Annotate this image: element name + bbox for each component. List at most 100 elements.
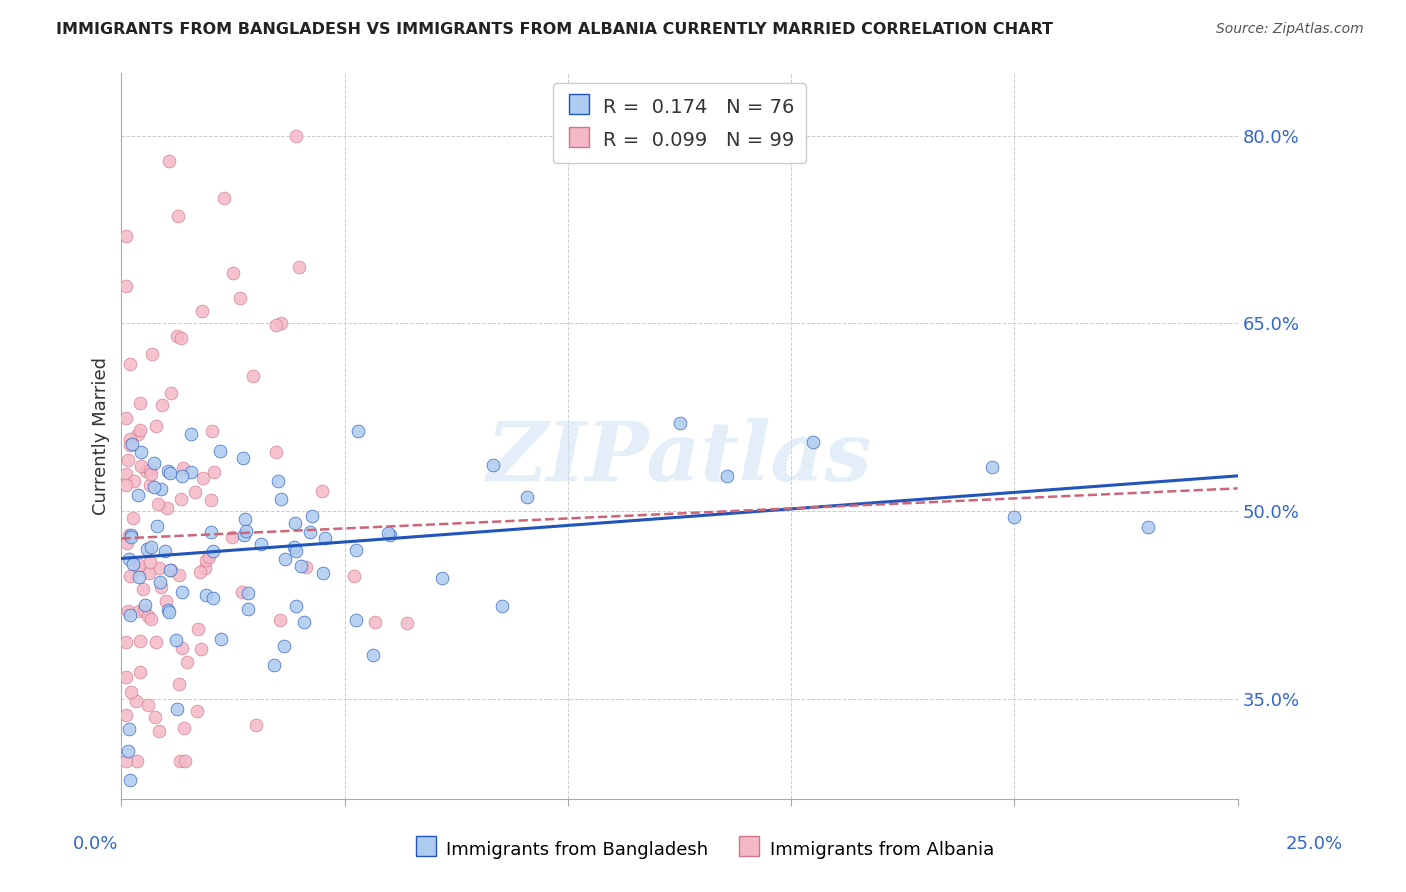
Point: [127, 754, 149, 768]
Point: [128, 665, 150, 680]
Legend: R =  0.174   N = 76, R =  0.099   N = 99: R = 0.174 N = 76, R = 0.099 N = 99: [553, 83, 806, 163]
Text: IMMIGRANTS FROM BANGLADESH VS IMMIGRANTS FROM ALBANIA CURRENTLY MARRIED CORRELAT: IMMIGRANTS FROM BANGLADESH VS IMMIGRANTS…: [56, 22, 1053, 37]
Point: [301, 508, 323, 523]
Point: [311, 484, 333, 499]
Point: [263, 658, 285, 673]
Point: [127, 426, 149, 441]
Point: [172, 585, 194, 599]
Point: [122, 474, 145, 488]
Point: [139, 462, 162, 476]
Point: [238, 602, 260, 616]
Point: [283, 541, 305, 555]
Point: [273, 552, 295, 566]
Point: [347, 424, 370, 438]
Point: [172, 640, 194, 655]
Point: [145, 419, 167, 434]
Point: [249, 537, 271, 551]
Point: [139, 467, 162, 481]
Point: [128, 604, 150, 618]
Point: [180, 427, 202, 442]
Point: [148, 561, 170, 575]
Point: [148, 724, 170, 739]
Point: [169, 754, 191, 768]
Point: [174, 754, 197, 768]
Point: [117, 604, 139, 618]
Point: [136, 541, 159, 556]
Point: [343, 568, 366, 582]
Point: [160, 563, 183, 577]
Point: [232, 450, 254, 465]
Point: [191, 471, 214, 485]
Point: [115, 754, 138, 768]
Y-axis label: Currently Married: Currently Married: [93, 357, 110, 515]
Point: [344, 614, 367, 628]
Point: [157, 464, 180, 478]
Point: [269, 613, 291, 627]
Point: [118, 432, 141, 446]
Point: [344, 542, 367, 557]
Point: [290, 558, 312, 573]
Point: [118, 723, 141, 737]
Point: [194, 561, 217, 575]
Point: [188, 565, 211, 579]
Point: [191, 304, 214, 318]
Point: [186, 704, 208, 718]
Text: 0.0%: 0.0%: [73, 835, 118, 853]
Point: [136, 608, 159, 623]
Point: [146, 497, 169, 511]
Point: [295, 560, 318, 574]
Point: [377, 525, 399, 540]
Point: [298, 525, 321, 540]
Point: [200, 493, 222, 508]
Point: [159, 563, 181, 577]
Point: [157, 606, 180, 620]
Point: [194, 588, 217, 602]
Point: [395, 615, 418, 630]
Point: [231, 584, 253, 599]
Point: [149, 482, 172, 496]
Point: [209, 632, 232, 647]
Point: [200, 525, 222, 540]
Point: [157, 603, 180, 617]
Point: [201, 424, 224, 438]
Point: [187, 623, 209, 637]
Point: [115, 670, 138, 684]
Point: [118, 357, 141, 371]
Point: [118, 527, 141, 541]
Point: [145, 519, 167, 533]
Point: [233, 528, 256, 542]
Point: [270, 492, 292, 507]
Point: [115, 478, 138, 492]
Point: [176, 655, 198, 669]
Point: [115, 467, 138, 481]
Point: [128, 570, 150, 584]
Point: [235, 524, 257, 538]
Point: [159, 466, 181, 480]
Point: [145, 634, 167, 648]
Point: [516, 490, 538, 504]
Point: [121, 437, 143, 451]
Point: [1137, 520, 1160, 534]
Point: [716, 468, 738, 483]
Point: [172, 461, 194, 475]
Point: [153, 544, 176, 558]
Point: [115, 228, 138, 243]
Point: [120, 530, 142, 544]
Point: [120, 685, 142, 699]
Point: [481, 458, 503, 473]
Point: [120, 528, 142, 542]
Point: [285, 128, 308, 143]
Point: [173, 721, 195, 735]
Point: [314, 531, 336, 545]
Point: [139, 612, 162, 626]
Point: [120, 438, 142, 452]
Point: [194, 553, 217, 567]
Point: [150, 580, 173, 594]
Point: [180, 465, 202, 479]
Point: [167, 209, 190, 223]
Point: [141, 347, 163, 361]
Point: [284, 599, 307, 613]
Point: [214, 191, 236, 205]
Point: [129, 445, 152, 459]
Point: [245, 718, 267, 732]
